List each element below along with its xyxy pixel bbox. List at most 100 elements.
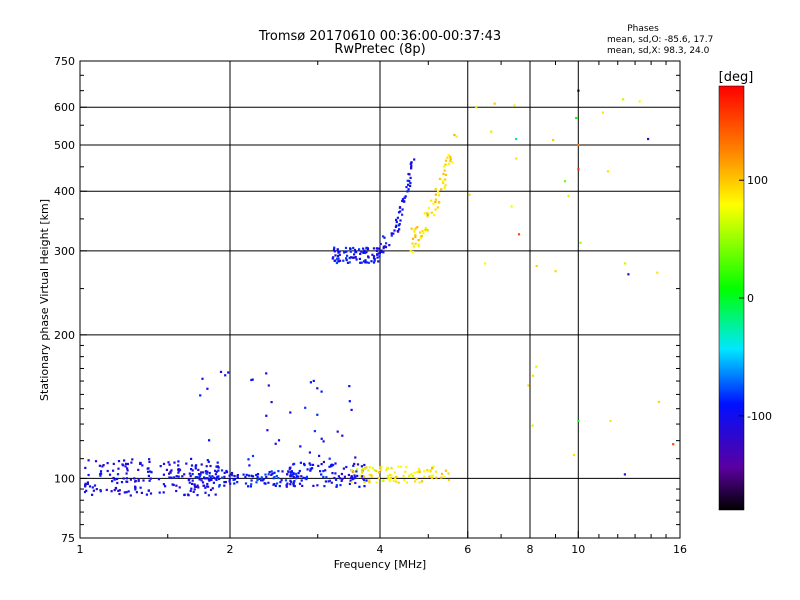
data-point <box>349 247 352 250</box>
data-point <box>356 474 359 477</box>
data-point <box>277 470 280 473</box>
data-point <box>432 465 435 468</box>
data-point <box>250 479 253 482</box>
data-point <box>83 490 87 494</box>
data-point <box>209 464 212 468</box>
data-point <box>382 235 385 238</box>
data-point <box>324 480 327 483</box>
data-point <box>216 461 219 464</box>
data-point <box>438 177 442 180</box>
data-point <box>449 157 452 161</box>
data-point <box>191 473 194 476</box>
data-point <box>384 246 388 249</box>
data-point <box>322 475 325 479</box>
data-point <box>126 467 129 470</box>
data-point <box>423 475 426 478</box>
data-point <box>419 237 422 240</box>
data-point <box>348 482 351 485</box>
data-point <box>190 468 193 471</box>
data-point <box>417 239 420 242</box>
data-point <box>230 473 233 476</box>
data-point <box>360 470 363 473</box>
data-point <box>407 183 410 186</box>
data-point <box>145 493 148 496</box>
data-point <box>370 474 373 477</box>
data-point <box>191 469 194 472</box>
data-points <box>83 89 675 497</box>
data-point <box>312 484 315 487</box>
data-point <box>331 257 334 260</box>
data-point <box>292 482 295 486</box>
colorbar-label: [deg] <box>719 70 754 85</box>
data-point <box>451 161 454 164</box>
data-point <box>372 255 376 258</box>
data-point <box>447 478 450 482</box>
data-point <box>412 250 415 254</box>
y-tick-label: 500 <box>54 139 75 152</box>
data-point <box>193 488 196 491</box>
data-point <box>134 488 137 491</box>
data-point <box>350 408 353 411</box>
data-point <box>215 465 218 468</box>
data-point <box>377 476 380 480</box>
data-point <box>418 469 421 472</box>
data-point <box>377 247 380 250</box>
data-point <box>672 443 675 446</box>
data-point <box>84 483 87 486</box>
data-point <box>230 471 234 475</box>
data-point <box>322 460 325 464</box>
data-point <box>401 208 404 211</box>
data-point <box>95 488 98 491</box>
data-point <box>300 479 303 482</box>
data-point <box>531 424 534 427</box>
data-point <box>84 485 87 488</box>
data-point <box>353 248 357 252</box>
data-point <box>339 259 342 262</box>
data-point <box>577 89 580 92</box>
data-point <box>117 489 120 492</box>
data-point <box>429 469 432 472</box>
data-point <box>295 475 298 478</box>
data-point <box>260 479 263 482</box>
data-point <box>448 162 451 165</box>
data-point <box>288 468 291 471</box>
data-point <box>444 184 447 187</box>
data-point <box>309 381 312 384</box>
data-point <box>347 473 350 477</box>
data-point <box>361 471 364 474</box>
data-point <box>200 471 203 474</box>
data-point <box>112 462 115 465</box>
data-point <box>208 439 211 442</box>
data-point <box>606 170 610 173</box>
data-point <box>358 485 361 488</box>
data-point <box>125 491 128 494</box>
data-point <box>389 476 392 480</box>
data-point <box>425 229 428 233</box>
data-point <box>335 478 338 481</box>
data-point <box>162 483 165 486</box>
data-point <box>365 466 368 469</box>
data-point <box>353 474 356 477</box>
data-point <box>275 474 278 478</box>
data-point <box>437 190 440 193</box>
data-point <box>251 378 254 381</box>
data-point <box>206 470 209 473</box>
data-point <box>181 475 184 478</box>
data-point <box>334 259 337 262</box>
data-point <box>380 250 383 254</box>
data-point <box>436 206 440 209</box>
data-point <box>91 486 94 489</box>
data-point <box>413 228 416 231</box>
data-point <box>356 468 359 471</box>
data-point <box>85 489 88 492</box>
data-point <box>87 473 90 477</box>
data-point <box>341 434 344 437</box>
data-point <box>173 476 176 479</box>
data-point <box>247 474 250 477</box>
data-point <box>165 468 168 471</box>
data-point <box>218 484 221 487</box>
data-point <box>330 481 333 484</box>
data-point <box>227 371 230 374</box>
data-point <box>368 466 371 469</box>
data-point <box>250 483 253 486</box>
